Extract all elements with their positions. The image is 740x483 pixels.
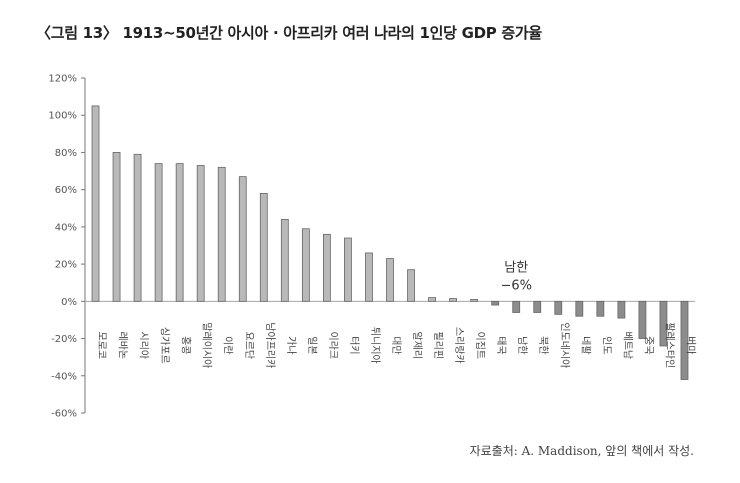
category-label: 말레이시아	[201, 322, 213, 368]
source-note: 자료출처: A. Maddison, 앞의 책에서 작성.	[469, 444, 694, 458]
category-label: 중국	[642, 336, 654, 354]
category-label: 싱가포르	[159, 327, 171, 364]
y-tick-label: 100%	[48, 111, 77, 122]
category-label: 이란	[222, 336, 234, 354]
annotation-value: −6%	[500, 278, 532, 293]
category-label: 인도네시아	[558, 322, 570, 368]
category-label: 일본	[306, 336, 318, 354]
y-tick-label: 0%	[61, 297, 77, 308]
y-tick-label: 20%	[55, 260, 77, 271]
category-label: 튀니지아	[369, 327, 381, 364]
category-label: 요르단	[243, 332, 255, 360]
y-tick-label: 120%	[48, 74, 77, 85]
bar	[217, 166, 226, 302]
bar	[301, 228, 310, 302]
bar	[575, 300, 584, 317]
y-tick-label: -60%	[51, 409, 77, 420]
y-tick-label: 40%	[55, 222, 77, 233]
bar	[470, 299, 479, 302]
category-label: 필리핀	[432, 332, 444, 360]
bar	[91, 105, 100, 302]
bar	[259, 192, 268, 302]
bar	[533, 300, 542, 313]
y-tick-label: 80%	[55, 148, 77, 159]
category-label: 북한	[537, 336, 549, 354]
y-tick-label: 60%	[55, 185, 77, 196]
category-label: 홍콩	[180, 336, 193, 354]
category-label: 네팔	[579, 336, 591, 354]
category-label: 대만	[390, 336, 402, 354]
category-label: 버마	[684, 336, 696, 354]
category-label: 인도	[600, 336, 612, 354]
bar	[638, 300, 647, 339]
bar	[344, 237, 352, 302]
category-label: 레바논	[117, 332, 129, 360]
bar	[659, 300, 668, 347]
category-label: 시리아	[138, 332, 150, 360]
bar	[154, 163, 163, 302]
annotation-label: 남한	[504, 260, 528, 275]
category-label: 스리랑카	[453, 327, 465, 364]
y-tick-label: -40%	[51, 371, 77, 382]
category-label: 알제리	[411, 332, 423, 360]
bar	[133, 153, 142, 302]
bar	[407, 269, 415, 302]
category-label: 이집트	[474, 332, 486, 360]
bar	[365, 252, 373, 302]
bar	[322, 233, 331, 302]
bar	[491, 300, 500, 306]
category-label: 터키	[348, 336, 360, 354]
category-label: 이라크	[327, 332, 339, 360]
bar	[238, 176, 247, 302]
bar	[112, 152, 121, 302]
category-label: 남한	[516, 336, 528, 354]
y-tick-label: -20%	[51, 334, 77, 345]
bar	[554, 300, 563, 315]
bar	[512, 300, 521, 313]
category-label: 태국	[495, 336, 507, 354]
category-label: 팔레스타인	[663, 322, 675, 368]
bar	[196, 165, 205, 302]
category-label: 베트남	[621, 332, 633, 360]
bar	[280, 219, 289, 302]
category-label: 가나	[285, 336, 297, 354]
bar	[386, 258, 394, 302]
category-label: 남아프리카	[264, 322, 276, 368]
bar	[449, 298, 458, 302]
category-label: 모로코	[96, 332, 107, 360]
bar	[428, 297, 436, 302]
bar	[680, 300, 689, 380]
bar	[596, 300, 605, 317]
bar	[617, 300, 626, 319]
chart-title: 〈그림 13〉 1913~50년간 아시아 · 아프리카 여러 나라의 1인당 …	[36, 24, 542, 42]
bar	[175, 163, 184, 302]
